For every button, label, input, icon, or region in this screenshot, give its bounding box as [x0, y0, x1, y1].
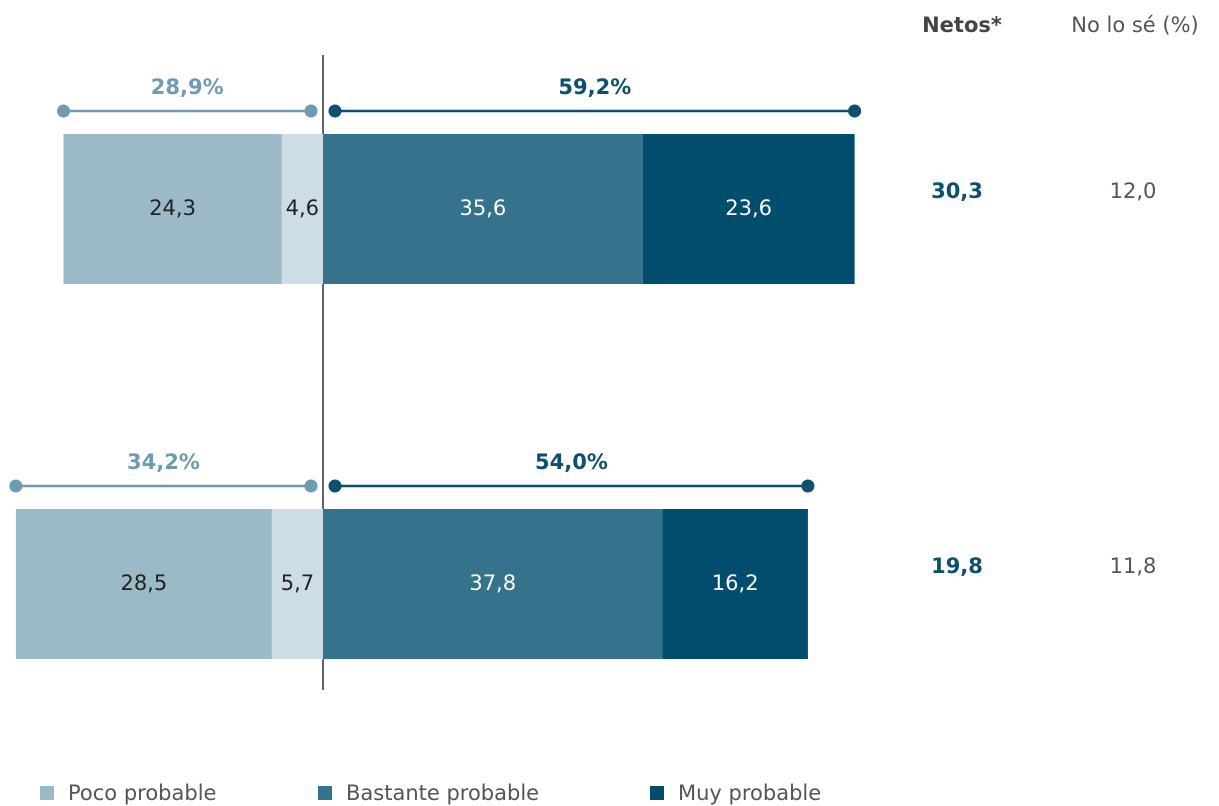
bar-segment — [63, 134, 282, 284]
total-label: 34,2% — [127, 450, 200, 474]
netos-value: 19,8 — [931, 554, 983, 578]
legend-label: Poco probable — [68, 781, 216, 805]
bracket-dot — [328, 479, 342, 493]
bar-segment — [15, 509, 272, 659]
legend-swatch — [650, 786, 664, 800]
value-label: 5,7 — [281, 571, 314, 595]
bracket-dot — [304, 104, 318, 118]
no-lo-se-title: No lo sé (%) — [1071, 13, 1198, 37]
netos-title: Netos* — [922, 13, 1002, 37]
value-label: 37,8 — [469, 571, 516, 595]
value-label: 23,6 — [725, 196, 772, 220]
value-label: 16,2 — [712, 571, 759, 595]
bar-segment — [323, 134, 643, 284]
bracket-dot — [9, 479, 23, 493]
bar-segment — [281, 134, 323, 284]
total-label: 28,9% — [151, 75, 224, 99]
total-label: 54,0% — [535, 450, 608, 474]
bar-segment — [271, 509, 323, 659]
value-label: 28,5 — [120, 571, 167, 595]
total-label: 59,2% — [558, 75, 631, 99]
value-label: 4,6 — [286, 196, 319, 220]
no-lo-se-value: 11,8 — [1110, 554, 1157, 578]
legend-label: Muy probable — [678, 781, 821, 805]
bracket-dot — [304, 479, 318, 493]
bracket-dot — [56, 104, 70, 118]
bracket-dot — [848, 104, 862, 118]
value-label: 24,3 — [149, 196, 196, 220]
bar-segment — [323, 509, 663, 659]
legend-swatch — [318, 786, 332, 800]
no-lo-se-value: 12,0 — [1110, 179, 1157, 203]
bar-segment — [662, 509, 808, 659]
value-label: 35,6 — [459, 196, 506, 220]
legend-swatch — [40, 786, 54, 800]
bracket-dot — [801, 479, 815, 493]
netos-value: 30,3 — [931, 179, 983, 203]
legend-label: Bastante probable — [346, 781, 539, 805]
bar-segment — [642, 134, 855, 284]
bracket-dot — [328, 104, 342, 118]
